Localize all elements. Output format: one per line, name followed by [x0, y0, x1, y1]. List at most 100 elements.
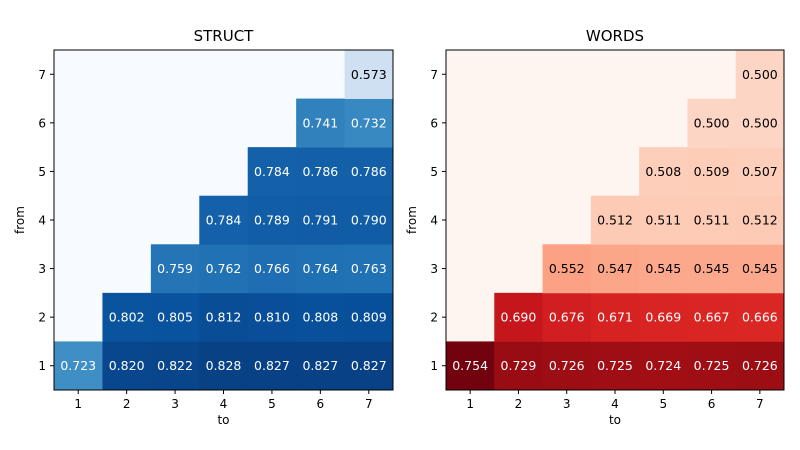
heatmap-cell — [247, 341, 297, 391]
heatmap-cell — [344, 195, 394, 245]
cell-value-label: 0.690 — [501, 310, 537, 325]
x-tick-label: 6 — [708, 397, 716, 411]
cell-value-label: 0.790 — [351, 213, 387, 228]
cell-value-label: 0.754 — [452, 358, 488, 373]
cell-value-label: 0.725 — [694, 358, 730, 373]
x-tick-label: 5 — [268, 397, 276, 411]
heatmap-cell — [296, 341, 345, 391]
cell-value-label: 0.809 — [351, 310, 387, 325]
cell-value-label: 0.784 — [254, 164, 290, 179]
cell-value-label: 0.552 — [549, 261, 585, 276]
cell-value-label: 0.812 — [206, 310, 242, 325]
heatmap-cell — [199, 195, 249, 245]
heatmap-cell — [199, 292, 249, 342]
x-axis-label: to — [609, 413, 621, 427]
y-tick-label: 6 — [38, 116, 46, 130]
cell-value-label: 0.573 — [351, 67, 387, 82]
x-axis-label: to — [217, 413, 229, 427]
heatmap-cell — [735, 244, 785, 294]
y-tick-label: 4 — [430, 214, 438, 228]
cell-value-label: 0.805 — [157, 310, 193, 325]
cell-value-label: 0.786 — [302, 164, 338, 179]
heatmap-cell — [735, 147, 785, 197]
y-tick-label: 7 — [38, 68, 46, 82]
heatmap-cell — [199, 341, 249, 391]
cell-value-label: 0.500 — [742, 67, 778, 82]
cell-value-label: 0.545 — [645, 261, 681, 276]
heatmap-cell — [150, 341, 200, 391]
heatmap-cell — [344, 341, 394, 391]
heatmap-cell — [247, 292, 297, 342]
cell-value-label: 0.759 — [157, 261, 193, 276]
cell-value-label: 0.820 — [109, 358, 145, 373]
heatmap-cell — [542, 244, 592, 294]
heatmap-cell — [150, 244, 200, 294]
cell-value-label: 0.726 — [742, 358, 778, 373]
cell-value-label: 0.732 — [351, 115, 387, 130]
heatmap-cell — [687, 147, 737, 197]
cell-value-label: 0.741 — [302, 115, 338, 130]
y-tick-label: 2 — [38, 311, 46, 325]
x-tick-label: 7 — [365, 397, 373, 411]
x-tick-label: 6 — [317, 397, 325, 411]
cell-value-label: 0.791 — [302, 213, 338, 228]
x-tick-label: 2 — [123, 397, 131, 411]
heatmap-panel-struct: 0.723 0.820 0.822 0.828 0.827 0.827 0.827 0.802… — [13, 27, 394, 427]
cell-value-label: 0.764 — [302, 261, 338, 276]
cell-value-label: 0.766 — [254, 261, 290, 276]
heatmap-cell — [687, 244, 737, 294]
y-tick-label: 6 — [430, 116, 438, 130]
heatmap-cell — [687, 98, 737, 148]
cell-value-label: 0.547 — [597, 261, 633, 276]
y-tick-label: 7 — [430, 68, 438, 82]
cell-value-label: 0.512 — [742, 213, 778, 228]
heatmap-cell — [590, 244, 640, 294]
cell-value-label: 0.500 — [694, 115, 730, 130]
cell-value-label: 0.808 — [302, 310, 338, 325]
cell-value-label: 0.671 — [597, 310, 633, 325]
chart-title: WORDS — [586, 27, 644, 45]
cell-value-label: 0.810 — [254, 310, 290, 325]
cell-value-label: 0.763 — [351, 261, 387, 276]
y-tick-label: 5 — [430, 165, 438, 179]
heatmap-cell — [344, 244, 394, 294]
cell-value-label: 0.802 — [109, 310, 145, 325]
cell-value-label: 0.545 — [694, 261, 730, 276]
heatmap-cell — [735, 98, 785, 148]
x-tick-label: 2 — [515, 397, 523, 411]
x-tick-label: 4 — [611, 397, 619, 411]
y-tick-label: 1 — [38, 359, 46, 373]
cell-value-label: 0.786 — [351, 164, 387, 179]
cell-value-label: 0.828 — [206, 358, 242, 373]
cell-value-label: 0.507 — [742, 164, 778, 179]
heatmap-cell — [590, 292, 640, 342]
cell-value-label: 0.729 — [501, 358, 537, 373]
cell-value-label: 0.725 — [597, 358, 633, 373]
cell-value-label: 0.512 — [597, 213, 633, 228]
x-tick-label: 1 — [74, 397, 82, 411]
x-tick-label: 3 — [171, 397, 179, 411]
heatmap-cell — [247, 244, 297, 294]
cell-value-label: 0.666 — [742, 310, 778, 325]
heatmap-cell — [590, 195, 640, 245]
y-tick-label: 5 — [38, 165, 46, 179]
heatmap-cell — [296, 244, 345, 294]
heatmap-cell — [296, 195, 345, 245]
heatmap-cell — [296, 292, 345, 342]
cell-value-label: 0.723 — [60, 358, 96, 373]
heatmap-cell — [639, 341, 688, 391]
heatmap-cell — [296, 98, 345, 148]
cell-value-label: 0.827 — [254, 358, 290, 373]
heatmap-cell — [590, 341, 640, 391]
heatmap-cell — [102, 292, 152, 342]
heatmap-cell — [735, 292, 785, 342]
heatmap-cell — [54, 341, 103, 391]
y-tick-label: 3 — [38, 262, 46, 276]
x-tick-label: 1 — [466, 397, 474, 411]
cell-value-label: 0.508 — [645, 164, 681, 179]
heatmap-cell — [247, 195, 297, 245]
cell-value-label: 0.545 — [742, 261, 778, 276]
heatmap-cell — [687, 195, 737, 245]
heatmap-cell — [199, 244, 249, 294]
heatmap-cell — [735, 50, 785, 99]
